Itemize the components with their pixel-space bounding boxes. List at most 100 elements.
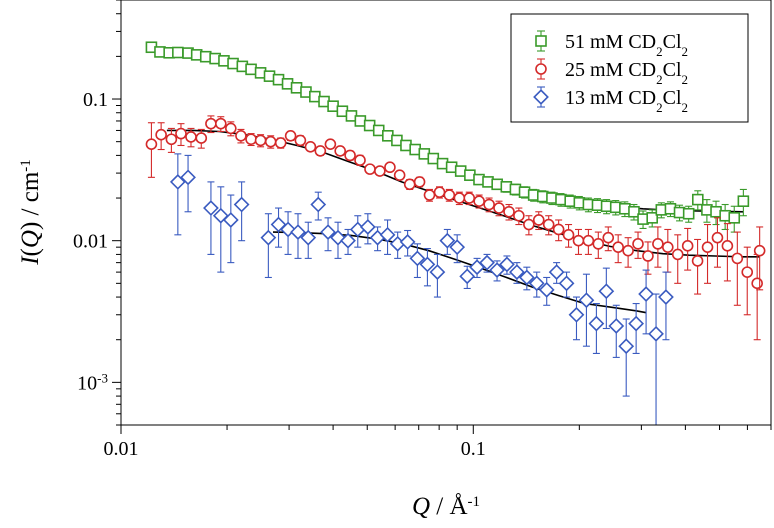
marker-circle bbox=[165, 133, 178, 146]
legend-label: 25 mM CD2Cl2 bbox=[565, 59, 688, 87]
marker-circle bbox=[523, 218, 535, 231]
marker-circle bbox=[701, 241, 714, 253]
data-point bbox=[691, 190, 704, 211]
data-point bbox=[284, 130, 297, 142]
marker-square bbox=[691, 193, 704, 206]
y-tick-label: 0.1 bbox=[83, 89, 108, 111]
marker-circle bbox=[592, 238, 605, 250]
data-point bbox=[419, 248, 436, 287]
marker-circle bbox=[384, 161, 396, 174]
data-point bbox=[552, 219, 565, 242]
marker-circle bbox=[284, 130, 297, 142]
data-point bbox=[227, 57, 239, 70]
marker-circle bbox=[711, 231, 724, 244]
data-point bbox=[379, 219, 396, 255]
data-point bbox=[652, 226, 664, 268]
data-point bbox=[453, 191, 466, 206]
data-point bbox=[612, 234, 624, 264]
data-point bbox=[280, 211, 296, 255]
marker-diamond bbox=[518, 269, 535, 286]
data-point bbox=[245, 63, 257, 76]
legend-label-prefix: 51 mM CD bbox=[565, 31, 656, 53]
data-point bbox=[681, 227, 694, 271]
marker-circle bbox=[622, 244, 634, 257]
data-point bbox=[233, 181, 250, 242]
marker-diamond bbox=[233, 196, 250, 213]
y-tick-label: 10-3 bbox=[77, 370, 108, 395]
marker-diamond bbox=[419, 256, 436, 273]
data-point bbox=[588, 302, 605, 354]
data-point bbox=[598, 267, 615, 330]
marker-circle bbox=[741, 266, 754, 278]
marker-diamond bbox=[260, 229, 277, 246]
data-point bbox=[290, 213, 306, 259]
data-point bbox=[218, 55, 230, 67]
data-point bbox=[592, 231, 605, 259]
data-point bbox=[532, 211, 545, 231]
data-point bbox=[175, 123, 187, 147]
marker-diamond bbox=[169, 174, 186, 190]
marker-circle bbox=[681, 240, 694, 252]
data-point bbox=[344, 149, 356, 162]
marker-circle bbox=[155, 128, 167, 141]
y-tick-label-base: 10 bbox=[77, 372, 97, 394]
data-point bbox=[399, 229, 416, 257]
data-point bbox=[413, 176, 426, 188]
legend-label-sub: 2 bbox=[656, 72, 663, 87]
marker-circle bbox=[582, 234, 595, 247]
data-point bbox=[169, 153, 186, 236]
marker-diamond bbox=[489, 262, 505, 278]
data-point bbox=[619, 201, 631, 218]
data-point bbox=[294, 134, 307, 147]
data-point bbox=[212, 186, 229, 273]
marker-square bbox=[682, 207, 695, 220]
data-point bbox=[528, 271, 545, 298]
fit-line-1 bbox=[166, 129, 760, 258]
marker-diamond bbox=[638, 286, 654, 302]
marker-square bbox=[245, 63, 257, 76]
marker-diamond bbox=[558, 275, 575, 292]
marker-circle bbox=[274, 137, 287, 149]
marker-diamond bbox=[499, 256, 515, 273]
marker-circle bbox=[751, 277, 763, 290]
marker-circle bbox=[304, 140, 317, 153]
legend-label-prefix: 13 mM CD bbox=[565, 87, 656, 109]
marker-diamond bbox=[658, 289, 674, 305]
data-point bbox=[751, 253, 763, 341]
data-point bbox=[225, 121, 237, 137]
marker-square bbox=[354, 115, 367, 127]
marker-circle bbox=[562, 229, 575, 241]
marker-circle bbox=[433, 186, 446, 198]
data-point bbox=[463, 191, 476, 206]
marker-circle bbox=[185, 131, 197, 143]
marker-diamond bbox=[628, 315, 645, 332]
legend-label-mid: Cl bbox=[663, 59, 682, 81]
data-point bbox=[180, 154, 196, 213]
marker-circle bbox=[602, 231, 615, 244]
marker-circle bbox=[753, 244, 766, 257]
data-point bbox=[205, 115, 217, 134]
marker-square bbox=[172, 46, 184, 59]
marker-circle bbox=[493, 202, 505, 214]
marker-diamond bbox=[548, 264, 565, 280]
data-point bbox=[691, 238, 704, 295]
marker-circle bbox=[334, 145, 346, 157]
data-point bbox=[518, 266, 535, 291]
legend-label-sub: 2 bbox=[656, 100, 663, 115]
data-point bbox=[536, 190, 549, 204]
data-point bbox=[741, 246, 754, 316]
marker-circle bbox=[235, 130, 247, 142]
y-axis-label: I(Q) / cm-1 bbox=[17, 159, 44, 266]
legend-label: 51 mM CD2Cl2 bbox=[565, 31, 688, 59]
axes bbox=[120, 0, 772, 426]
data-point bbox=[562, 223, 575, 248]
marker-circle bbox=[254, 134, 267, 147]
data-point bbox=[662, 228, 674, 273]
legend-entry-0: 51 mM CD2Cl2 bbox=[535, 30, 688, 59]
marker-diamond bbox=[568, 306, 585, 323]
marker-square bbox=[535, 35, 547, 47]
marker-diamond bbox=[222, 212, 239, 228]
data-point bbox=[145, 122, 158, 178]
data-point bbox=[334, 145, 346, 157]
